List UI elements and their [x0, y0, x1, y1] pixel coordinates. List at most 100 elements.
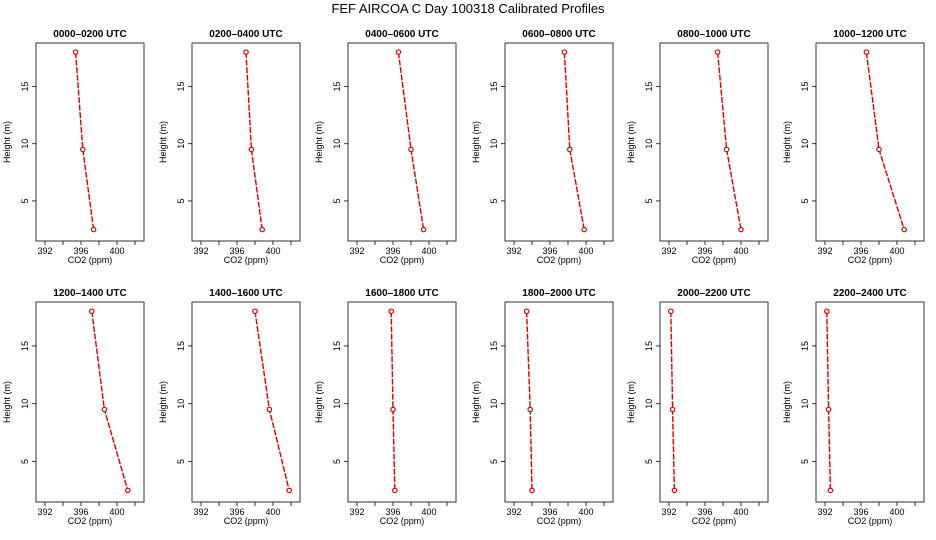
y-axis-label: Height (m): [158, 121, 168, 163]
profile-point: [723, 146, 730, 153]
x-tick-label: 392: [349, 507, 364, 517]
y-tick-label: 10: [20, 139, 30, 149]
y-tick-label: 10: [332, 139, 342, 149]
profile-point: [286, 487, 293, 494]
profile-point: [408, 146, 414, 153]
y-tick-label: 10: [800, 139, 810, 149]
x-axis-label: CO2 (ppm): [537, 255, 582, 265]
profile-point: [266, 406, 273, 413]
y-tick-label: 5: [644, 198, 654, 203]
y-tick-label: 15: [644, 81, 654, 91]
profile-point: [669, 406, 676, 413]
y-tick-label: 10: [644, 139, 654, 149]
x-tick-label: 396: [73, 507, 88, 517]
plot-frame: [347, 301, 457, 503]
profile-point: [901, 226, 908, 233]
profile-point: [823, 308, 830, 315]
x-tick-label: 392: [506, 246, 521, 256]
panel-title: 1600–1800 UTC: [365, 288, 438, 299]
profile-line: [254, 311, 290, 491]
x-tick-label: 396: [73, 246, 88, 256]
profile-point: [252, 308, 258, 315]
profile-line: [525, 311, 533, 491]
x-axis-label: CO2 (ppm): [380, 255, 425, 265]
profile-point: [738, 226, 744, 233]
profile-point: [876, 146, 882, 153]
y-tick-label: 5: [489, 198, 499, 203]
y-tick-label: 10: [176, 139, 186, 149]
x-tick-label: 396: [542, 507, 557, 517]
panel-title: 1800–2000 UTC: [522, 288, 595, 299]
y-axis-label: Height (m): [782, 121, 792, 163]
plot-frame: [659, 301, 769, 503]
x-tick-label: 400: [889, 507, 904, 517]
y-tick-label: 5: [800, 198, 810, 203]
panel-title: 0400–0600 UTC: [365, 29, 438, 40]
plot-frame: [815, 42, 925, 242]
panel-title: 0200–0400 UTC: [209, 29, 282, 40]
plot-frame: [191, 42, 301, 242]
y-axis-label: Height (m): [158, 381, 168, 423]
profile-point: [561, 49, 568, 55]
x-tick-label: 392: [193, 507, 208, 517]
profile-point: [566, 146, 573, 153]
x-tick-label: 400: [109, 246, 124, 256]
x-tick-label: 392: [506, 507, 521, 517]
y-tick-label: 5: [20, 459, 30, 464]
profile-line: [397, 52, 425, 230]
profile-point: [529, 487, 535, 494]
y-axis-label: Height (m): [2, 381, 12, 423]
profile-point: [527, 406, 534, 413]
y-tick-label: 5: [20, 198, 30, 203]
y-axis-label: Height (m): [314, 381, 324, 423]
x-tick-label: 396: [385, 246, 400, 256]
y-tick-label: 10: [20, 399, 30, 409]
x-tick-label: 400: [889, 246, 904, 256]
panel-title: 1400–1600 UTC: [209, 288, 282, 299]
profile-line: [826, 311, 832, 491]
profile-point: [523, 308, 530, 315]
x-axis-label: CO2 (ppm): [380, 516, 425, 526]
plot-frame: [504, 301, 614, 503]
profile-point: [89, 308, 95, 315]
x-tick-label: 396: [697, 507, 712, 517]
x-tick-label: 392: [817, 507, 832, 517]
profile-point: [80, 146, 86, 153]
y-tick-label: 5: [332, 459, 342, 464]
y-tick-label: 10: [800, 399, 810, 409]
plot-frame: [35, 42, 145, 242]
x-tick-label: 392: [349, 246, 364, 256]
y-axis-label: Height (m): [471, 121, 481, 163]
y-tick-label: 10: [332, 399, 342, 409]
plot-frame: [659, 42, 769, 242]
x-tick-label: 392: [37, 507, 52, 517]
y-tick-label: 15: [800, 341, 810, 351]
profile-point: [581, 226, 588, 233]
y-tick-label: 5: [489, 459, 499, 464]
profile-line: [670, 311, 676, 491]
y-tick-label: 15: [800, 81, 810, 91]
x-tick-label: 400: [578, 507, 593, 517]
y-axis-label: Height (m): [471, 381, 481, 423]
y-tick-label: 5: [644, 459, 654, 464]
x-tick-label: 400: [733, 246, 748, 256]
y-axis-label: Height (m): [626, 381, 636, 423]
x-axis-label: CO2 (ppm): [692, 516, 737, 526]
panel-title: 1000–1200 UTC: [833, 29, 906, 40]
panel-title: 0000–0200 UTC: [53, 29, 126, 40]
profile-point: [388, 308, 395, 315]
profile-point: [395, 49, 402, 55]
y-axis-label: Height (m): [782, 381, 792, 423]
x-tick-label: 400: [578, 246, 593, 256]
y-tick-label: 15: [644, 341, 654, 351]
x-tick-label: 400: [265, 246, 280, 256]
figure-title: FEF AIRCOA C Day 100318 Calibrated Profi…: [331, 1, 605, 16]
y-tick-label: 10: [176, 399, 186, 409]
x-axis-label: CO2 (ppm): [537, 516, 582, 526]
